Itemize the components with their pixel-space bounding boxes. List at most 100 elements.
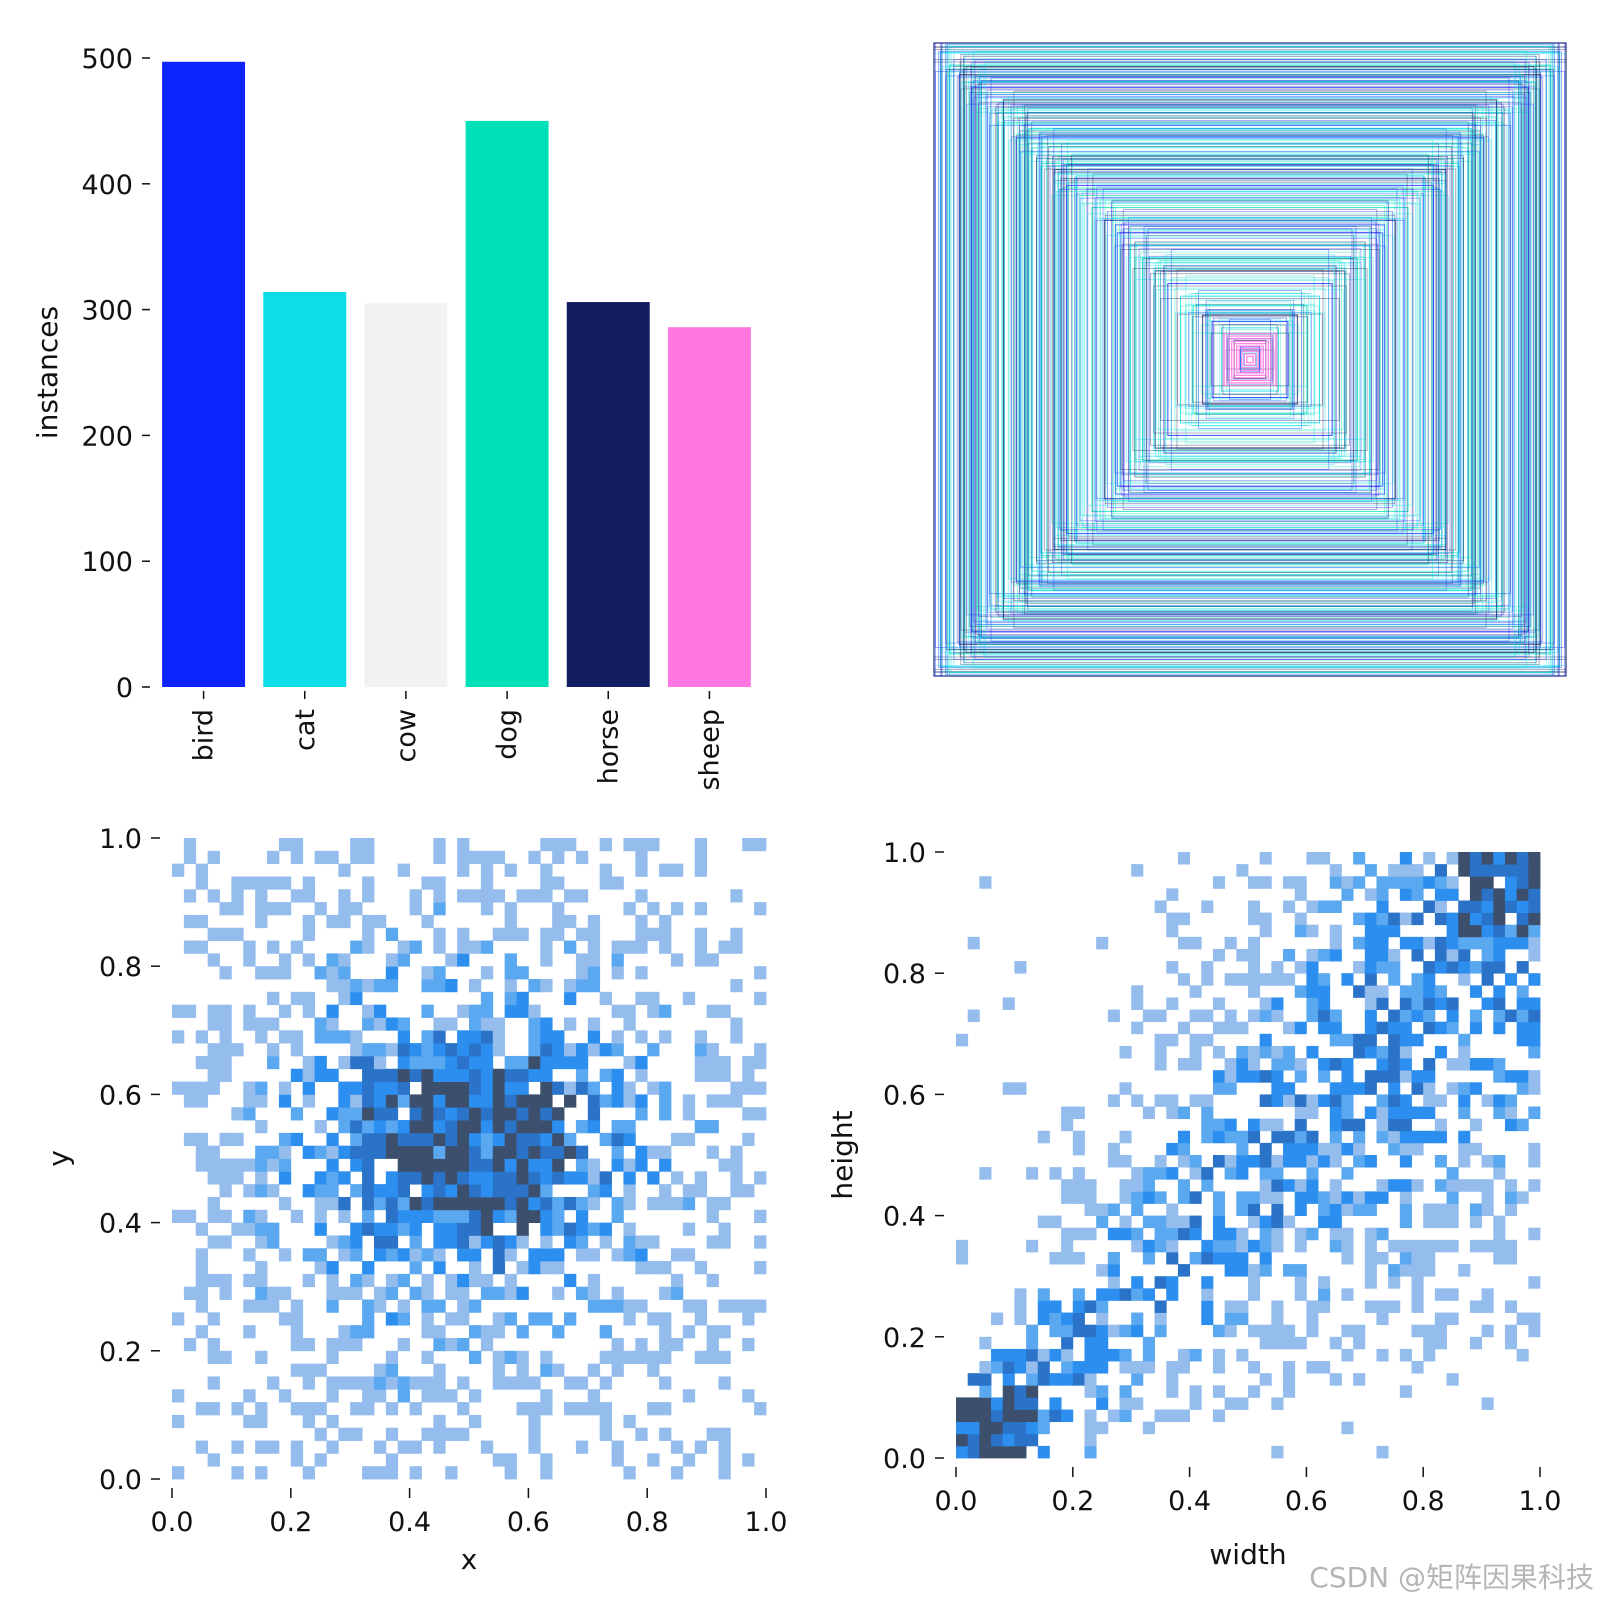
heatmap-cell [623, 1299, 636, 1313]
heatmap-cell [1154, 1300, 1167, 1313]
box-outline [1036, 155, 1464, 564]
heatmap-cell [528, 1094, 541, 1108]
heatmap-cell [659, 940, 672, 954]
heatmap-cell [1306, 900, 1319, 913]
heatmap-cell [469, 1068, 482, 1082]
heatmap-cell [1353, 1130, 1366, 1144]
heatmap-cell [1026, 1421, 1039, 1435]
heatmap-cell [1142, 1251, 1155, 1265]
heatmap-cell [1481, 973, 1494, 986]
heatmap-cell [1177, 912, 1190, 926]
heatmap-cell [1271, 1167, 1284, 1180]
heatmap-cell [1259, 1118, 1272, 1132]
heatmap-cell [445, 1337, 458, 1352]
heatmap-cell [1248, 1239, 1261, 1253]
heatmap-cell [1504, 1070, 1518, 1083]
box-outline [1163, 265, 1337, 454]
heatmap-cell [647, 991, 660, 1006]
heatmap-cell [1189, 1045, 1202, 1059]
box-outline [1159, 270, 1341, 449]
heatmap-cell [255, 1414, 268, 1429]
heatmap-cell [314, 1055, 327, 1070]
heatmap-cell [1131, 1021, 1144, 1035]
box-outline [1120, 249, 1380, 470]
heatmap-cell [1434, 961, 1447, 974]
box-outline [1048, 146, 1452, 573]
x-tick-label: 0.0 [151, 1507, 194, 1538]
heatmap-cell [469, 940, 482, 954]
heatmap-cell [1329, 1130, 1342, 1144]
heatmap-cell [1411, 1106, 1424, 1120]
heatmap-cell [243, 876, 256, 890]
heatmap-cell [754, 1209, 767, 1223]
heatmap-cell [1481, 1094, 1494, 1107]
box-outline [1040, 130, 1460, 589]
heatmap-cell [682, 1248, 696, 1262]
heatmap-cell [1271, 1058, 1284, 1071]
heatmap-cell [1329, 1021, 1342, 1035]
heatmap-cell [243, 1081, 256, 1095]
heatmap-cell [1131, 1094, 1144, 1107]
heatmap-cell [1107, 1276, 1120, 1289]
heatmap-cell [373, 1107, 387, 1121]
box-outline [1016, 134, 1484, 585]
box-outline [1155, 289, 1345, 430]
heatmap-cell [504, 1235, 517, 1249]
heatmap-cell [754, 1055, 767, 1070]
heatmap-cell [1259, 1045, 1272, 1059]
heatmap-cell [575, 1043, 589, 1057]
heatmap-cell [362, 1222, 375, 1236]
heatmap-cell [540, 1132, 553, 1147]
heatmap-cell [362, 1261, 375, 1275]
heatmap-cell [504, 1209, 517, 1223]
heatmap-cell [231, 876, 244, 890]
heatmap-cell [350, 1402, 363, 1416]
box-outline [1160, 298, 1340, 421]
heatmap-cell [635, 1030, 648, 1044]
heatmap-cell [1376, 1021, 1389, 1035]
heatmap-cell [623, 1184, 636, 1198]
heatmap-cell [326, 1235, 339, 1249]
heatmap-cell [362, 889, 375, 903]
heatmap-cell [1072, 1251, 1085, 1265]
heatmap-cell [445, 953, 458, 967]
heatmap-cell [599, 876, 612, 890]
heatmap-cell [1434, 997, 1447, 1010]
heatmap-cell [540, 863, 553, 877]
heatmap-cell [1469, 864, 1482, 877]
heatmap-cell [1376, 1130, 1389, 1144]
heatmap-cell [1353, 1324, 1366, 1338]
heatmap-cell [421, 979, 434, 993]
heatmap-cell [373, 1120, 387, 1134]
heatmap-cell [1142, 1179, 1155, 1192]
box-outline [939, 68, 1561, 651]
heatmap-cell [1014, 1445, 1027, 1459]
heatmap-cell [219, 1055, 232, 1070]
heatmap-cell [694, 1312, 707, 1326]
heatmap-cell [1224, 1324, 1237, 1338]
box-outline [1212, 317, 1288, 402]
heatmap-cell [706, 1043, 719, 1057]
box-outline [1111, 201, 1389, 518]
x-tick-label: 1.0 [745, 1507, 788, 1538]
heatmap-cell [1084, 1300, 1097, 1313]
heatmap-cell [445, 1043, 458, 1057]
heatmap-cell [302, 914, 315, 929]
heatmap-cell [480, 1132, 494, 1147]
heatmap-cell [350, 991, 363, 1006]
heatmap-cell [742, 1184, 755, 1198]
heatmap-cell [1014, 1409, 1027, 1423]
heatmap-cell [492, 1043, 506, 1057]
heatmap-cell [267, 940, 280, 954]
heatmap-cell [457, 1171, 470, 1185]
heatmap-cell [504, 1248, 517, 1262]
heatmap-cell [611, 1030, 624, 1044]
heatmap-cell [445, 1132, 458, 1147]
heatmap-cell [278, 1158, 292, 1172]
heatmap-cell [599, 1325, 612, 1339]
heatmap-cell [540, 940, 553, 954]
bar-horse [566, 302, 650, 687]
heatmap-cell [635, 966, 648, 980]
heatmap-cell [433, 1389, 446, 1403]
heatmap-cell [1411, 1009, 1424, 1023]
